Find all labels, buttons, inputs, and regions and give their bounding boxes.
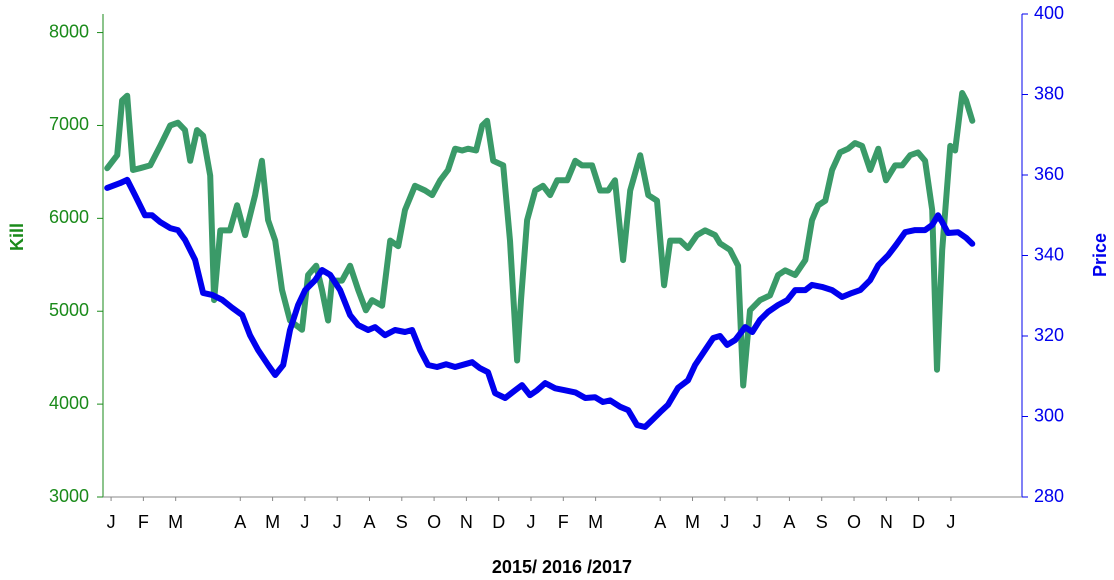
y-tick-label: 4000 (49, 393, 89, 413)
x-tick-label: M (685, 512, 700, 532)
y-tick-label: 7000 (49, 114, 89, 134)
x-tick-label: D (492, 512, 505, 532)
x-tick-label: M (168, 512, 183, 532)
y-tick-label: 6000 (49, 207, 89, 227)
x-axis-title: 2015/ 2016 /2017 (492, 557, 632, 577)
x-tick-label: A (783, 512, 795, 532)
y-tick-label: 8000 (49, 21, 89, 41)
x-tick-label: A (234, 512, 246, 532)
x-tick-label: J (527, 512, 536, 532)
x-tick-label: F (558, 512, 569, 532)
y2-tick-label: 360 (1034, 164, 1064, 184)
x-tick-label: J (300, 512, 309, 532)
y2-tick-label: 340 (1034, 244, 1064, 264)
x-tick-label: J (753, 512, 762, 532)
x-tick-label: J (720, 512, 729, 532)
y2-tick-label: 380 (1034, 83, 1064, 103)
x-tick-label: A (363, 512, 375, 532)
x-tick-label: J (333, 512, 342, 532)
x-tick-label: J (107, 512, 116, 532)
y-axis-title: Kill (7, 223, 27, 251)
y2-tick-label: 300 (1034, 405, 1064, 425)
y2-axis-title: Price (1090, 233, 1110, 277)
x-tick-label: J (946, 512, 955, 532)
y-tick-label: 3000 (49, 486, 89, 506)
x-tick-label: O (427, 512, 441, 532)
x-tick-label: O (847, 512, 861, 532)
y2-tick-label: 280 (1034, 486, 1064, 506)
series-line (104, 176, 976, 430)
x-tick-label: N (880, 512, 893, 532)
x-tick-label: F (138, 512, 149, 532)
x-tick-label: M (588, 512, 603, 532)
x-tick-label: N (460, 512, 473, 532)
series-line (104, 90, 976, 389)
x-tick-label: S (816, 512, 828, 532)
y2-tick-label: 320 (1034, 325, 1064, 345)
x-tick-label: D (912, 512, 925, 532)
y2-tick-label: 400 (1034, 3, 1064, 23)
x-tick-label: A (654, 512, 666, 532)
x-tick-label: M (265, 512, 280, 532)
y-tick-label: 5000 (49, 300, 89, 320)
x-tick-label: S (396, 512, 408, 532)
